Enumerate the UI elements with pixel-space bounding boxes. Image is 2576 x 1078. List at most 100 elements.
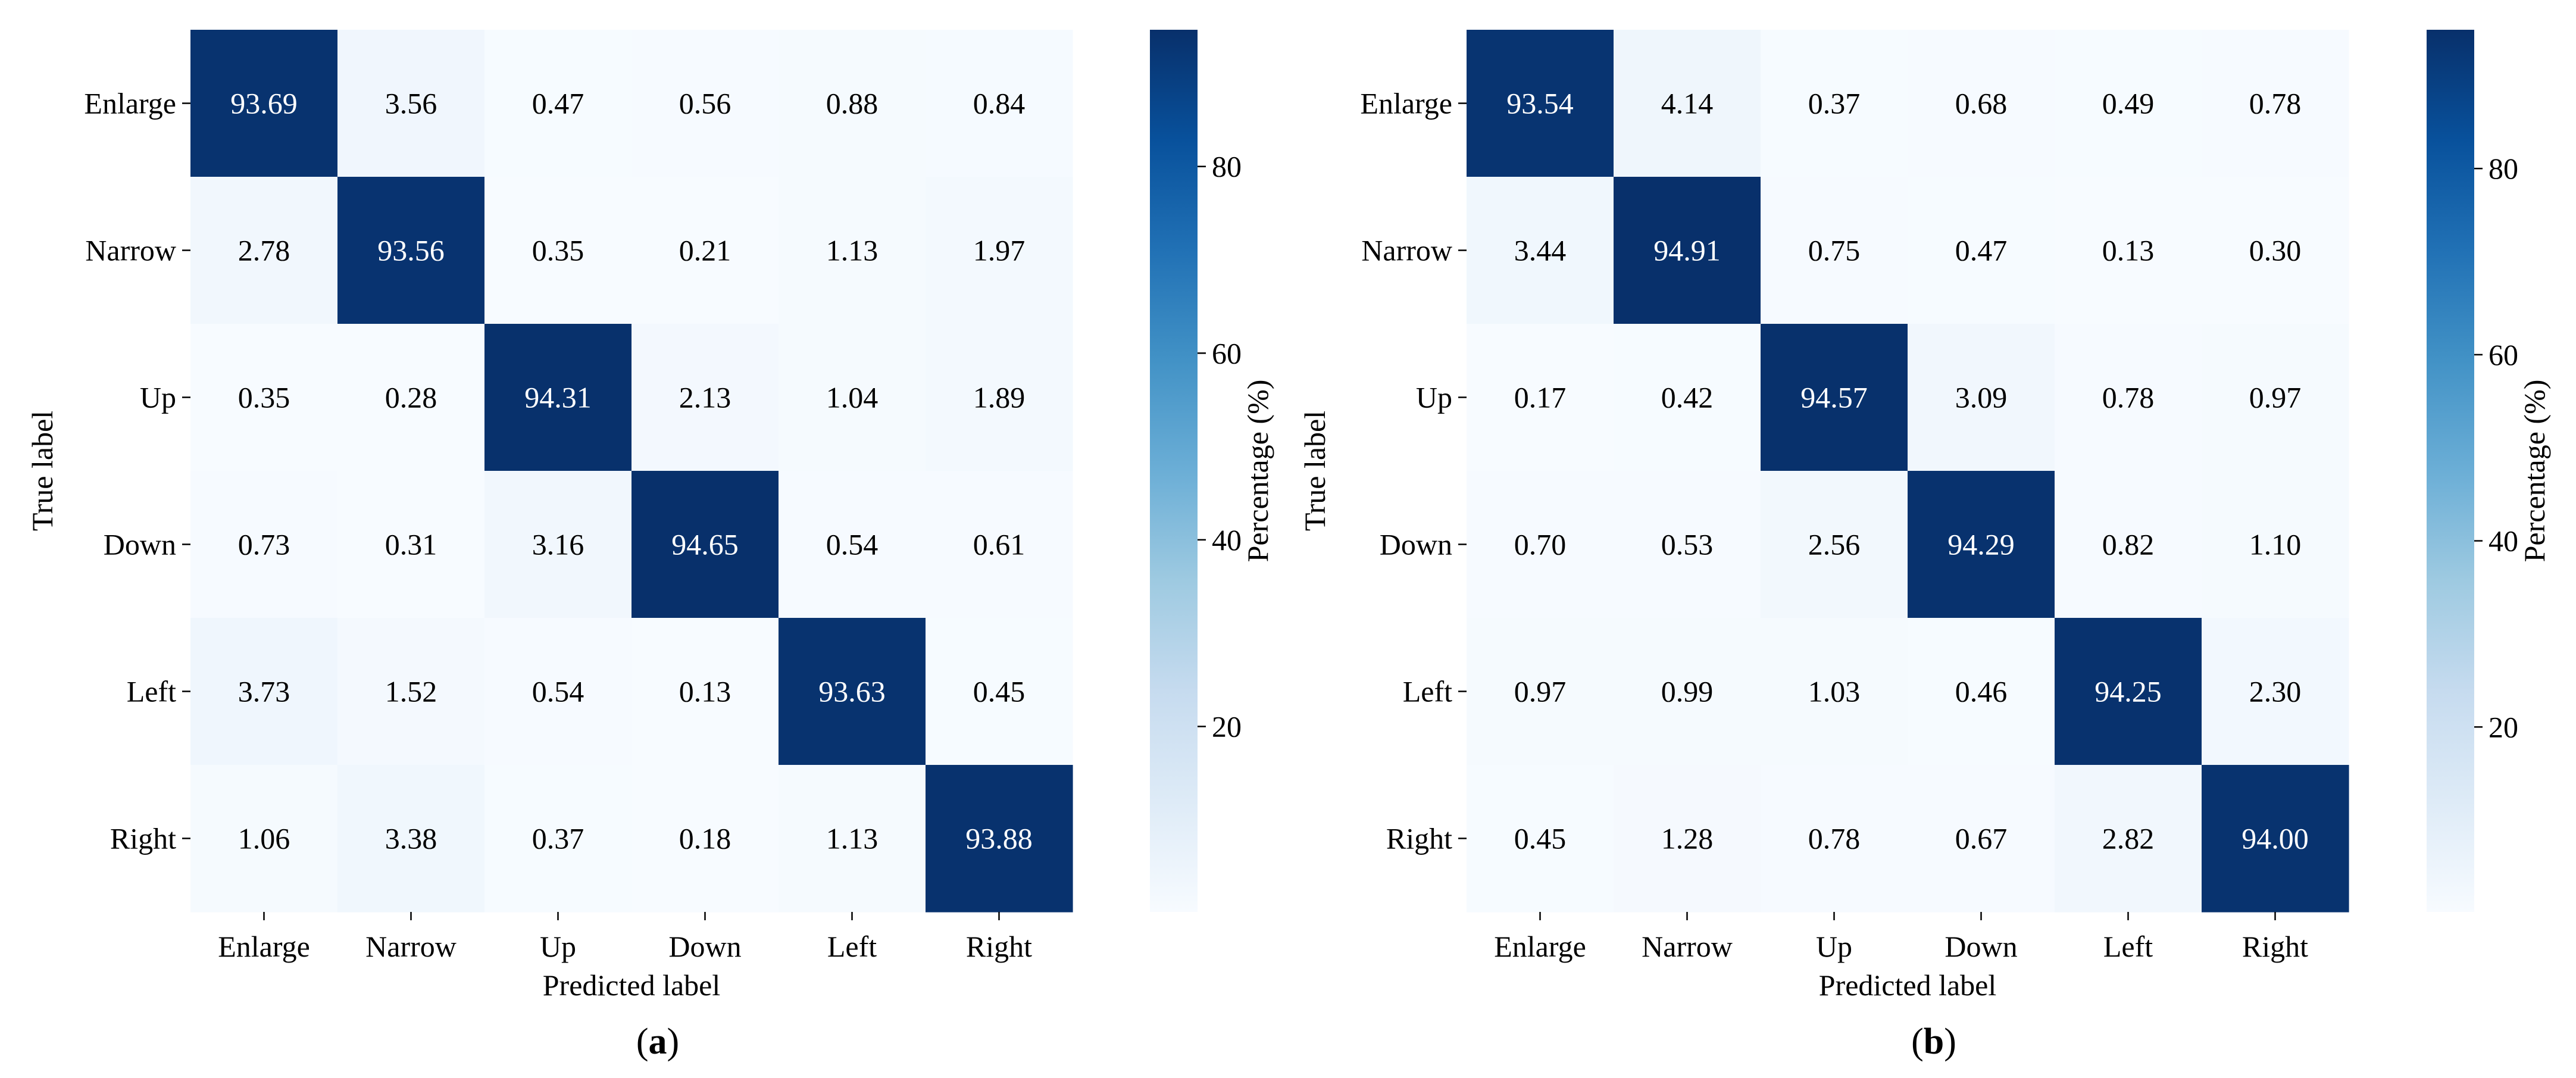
heatmap-cell-left-down bbox=[1908, 618, 2055, 765]
panel-caption: (b) bbox=[1911, 1021, 1956, 1062]
x-tick-label: Right bbox=[2242, 930, 2308, 963]
y-tick-label: Right bbox=[1386, 822, 1452, 855]
heatmap-cell-enlarge-enlarge bbox=[190, 30, 338, 177]
cell-value-label: 2.82 bbox=[2102, 822, 2155, 855]
cell-value-label: 0.56 bbox=[679, 87, 731, 120]
cell-value-label: 4.14 bbox=[1661, 87, 1714, 120]
cell-value-label: 0.78 bbox=[2249, 87, 2302, 120]
cell-value-label: 3.38 bbox=[385, 822, 437, 855]
cell-value-label: 0.68 bbox=[1955, 87, 2008, 120]
heatmap-cell-enlarge-left bbox=[2055, 30, 2202, 177]
heatmap-cell-up-narrow bbox=[1614, 324, 1761, 471]
heatmap-cell-right-up bbox=[484, 765, 632, 913]
cell-value-label: 94.91 bbox=[1653, 234, 1721, 267]
heatmap-cell-up-up bbox=[1761, 324, 1908, 471]
cell-value-label: 1.13 bbox=[826, 234, 879, 267]
heatmap-cell-left-down bbox=[632, 618, 779, 765]
colorbar bbox=[1150, 30, 1198, 912]
heatmap-cell-narrow-enlarge bbox=[190, 177, 338, 324]
cell-value-label: 94.29 bbox=[1947, 528, 2015, 561]
cell-value-label: 0.30 bbox=[2249, 234, 2302, 267]
colorbar-tick-label: 60 bbox=[1212, 336, 1242, 370]
heatmap-cell-down-enlarge bbox=[190, 471, 338, 618]
cell-value-label: 2.78 bbox=[238, 234, 290, 267]
cell-value-label: 0.46 bbox=[1955, 675, 2008, 708]
panel-caption: (a) bbox=[636, 1021, 679, 1062]
y-tick-label: Left bbox=[127, 675, 176, 708]
cell-value-label: 0.35 bbox=[532, 234, 584, 267]
cell-value-label: 3.73 bbox=[238, 675, 290, 708]
cell-value-label: 0.47 bbox=[532, 87, 584, 120]
cell-value-label: 0.97 bbox=[1514, 675, 1567, 708]
cell-value-label: 0.28 bbox=[385, 381, 437, 414]
cell-value-label: 94.25 bbox=[2094, 675, 2162, 708]
heatmap-cell-narrow-down bbox=[1908, 177, 2055, 324]
y-axis-label: True label bbox=[1298, 411, 1331, 531]
heatmap-cell-down-narrow bbox=[1614, 471, 1761, 618]
heatmap-cell-right-right bbox=[926, 765, 1073, 913]
cell-value-label: 0.82 bbox=[2102, 528, 2155, 561]
cell-value-label: 1.10 bbox=[2249, 528, 2302, 561]
heatmap-cell-up-narrow bbox=[337, 324, 485, 471]
colorbar-tick-label: 60 bbox=[2489, 338, 2518, 371]
heatmap-cell-down-right bbox=[2202, 471, 2349, 618]
heatmap-cell-left-narrow bbox=[1614, 618, 1761, 765]
confusion-matrix-b: 93.54 4.14 0.37 0.68 0.49 0.78 3.44 94.91 0.75 0.… bbox=[1298, 30, 2551, 1062]
cell-value-label: 93.54 bbox=[1506, 87, 1574, 120]
cell-value-label: 3.09 bbox=[1955, 381, 2008, 414]
cell-value-label: 3.44 bbox=[1514, 234, 1567, 267]
heatmap-cell-up-right bbox=[926, 324, 1073, 471]
cell-value-label: 0.75 bbox=[1808, 234, 1861, 267]
heatmap-cell-down-down bbox=[632, 471, 779, 618]
cell-value-label: 93.63 bbox=[818, 675, 886, 708]
heatmap-cell-right-narrow bbox=[1614, 765, 1761, 913]
x-tick-label: Enlarge bbox=[218, 930, 310, 963]
cell-value-label: 0.45 bbox=[1514, 822, 1567, 855]
cell-value-label: 1.04 bbox=[826, 381, 879, 414]
cell-value-label: 93.69 bbox=[230, 87, 298, 120]
heatmap-cell-narrow-up bbox=[484, 177, 632, 324]
y-tick-label: Down bbox=[104, 528, 176, 561]
heatmap-cell-left-enlarge bbox=[190, 618, 338, 765]
heatmap-cell-up-left bbox=[779, 324, 926, 471]
heatmap-cell-narrow-right bbox=[2202, 177, 2349, 324]
heatmap-cell-up-up bbox=[484, 324, 632, 471]
confusion-matrix-a: 93.69 3.56 0.47 0.56 0.88 0.84 2.78 93.56 0.35 0.… bbox=[26, 30, 1274, 1062]
y-tick-label: Narrow bbox=[1361, 234, 1452, 267]
cell-value-label: 0.78 bbox=[1808, 822, 1861, 855]
cell-value-label: 1.03 bbox=[1808, 675, 1861, 708]
heatmap-cell-up-right bbox=[2202, 324, 2349, 471]
heatmap-cell-down-up bbox=[484, 471, 632, 618]
heatmap-cell-enlarge-narrow bbox=[337, 30, 485, 177]
heatmap-cell-narrow-enlarge bbox=[1467, 177, 1614, 324]
heatmap-cell-narrow-up bbox=[1761, 177, 1908, 324]
x-axis-label: Predicted label bbox=[543, 968, 721, 1002]
cell-value-label: 0.17 bbox=[1514, 381, 1567, 414]
heatmap-cell-down-down bbox=[1908, 471, 2055, 618]
heatmap-cell-enlarge-up bbox=[484, 30, 632, 177]
colorbar-tick-label: 80 bbox=[1212, 150, 1242, 183]
cell-value-label: 0.31 bbox=[385, 528, 437, 561]
heatmap-cell-down-enlarge bbox=[1467, 471, 1614, 618]
colorbar-tick-label: 40 bbox=[1212, 523, 1242, 557]
heatmap-cell-down-narrow bbox=[337, 471, 485, 618]
cell-value-label: 2.30 bbox=[2249, 675, 2302, 708]
cell-value-label: 0.49 bbox=[2102, 87, 2155, 120]
heatmap-cell-left-right bbox=[2202, 618, 2349, 765]
x-tick-label: Down bbox=[1944, 930, 2017, 963]
cell-value-label: 0.54 bbox=[826, 528, 879, 561]
heatmap-cell-left-up bbox=[1761, 618, 1908, 765]
cell-value-label: 1.52 bbox=[385, 675, 437, 708]
cell-value-label: 94.00 bbox=[2242, 822, 2309, 855]
heatmap-cell-up-enlarge bbox=[1467, 324, 1614, 471]
x-tick-label: Enlarge bbox=[1494, 930, 1586, 963]
cell-value-label: 0.13 bbox=[2102, 234, 2155, 267]
colorbar-tick-label: 20 bbox=[2489, 710, 2518, 743]
cell-value-label: 93.56 bbox=[377, 234, 445, 267]
colorbar-tick-label: 80 bbox=[2489, 152, 2518, 185]
cell-value-label: 0.18 bbox=[679, 822, 731, 855]
cell-value-label: 1.06 bbox=[238, 822, 290, 855]
x-tick-label: Narrow bbox=[365, 930, 457, 963]
y-axis-label: True label bbox=[26, 411, 59, 531]
cell-value-label: 1.28 bbox=[1661, 822, 1714, 855]
